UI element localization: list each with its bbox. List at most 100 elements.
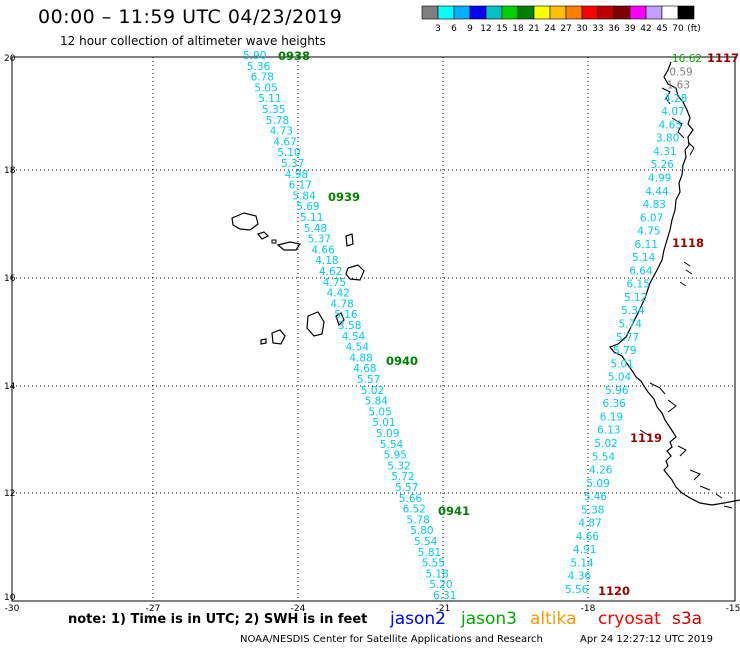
swh-value: 4.75 [323,277,346,289]
pass-time-label: 1120 [598,584,630,598]
swh-value: 5.14 [570,557,594,569]
swh-value: 6.78 [251,72,274,84]
island-boa-vista [345,264,365,281]
swh-value: 6.17 [289,180,312,192]
pass-time-label: 0941 [438,504,470,518]
swh-value: 5.05 [368,406,391,418]
swh-value: 5.12 [624,292,647,304]
swh-value: 5.46 [584,491,608,503]
swh-value: 5.38 [581,504,604,516]
swh-value: 5.01 [610,358,633,370]
map-grid [12,57,735,601]
swh-value: 5.54 [414,536,438,548]
map-border [11,56,736,602]
legend-jason2: jason2 [390,609,446,629]
swh-value: 6.64 [629,265,653,277]
swh-value: 1.63 [667,80,690,92]
swh-value: 4.87 [578,518,601,530]
swh-value: 5.02 [361,385,384,397]
lon-tick-label: -24 [291,604,306,614]
track-west-labels: 5.905.366.785.055.115.355.784.734.675.10… [243,49,470,602]
swh-value: 5.90 [243,50,266,62]
swh-value: 5.48 [304,223,327,235]
island-fogo [271,329,286,345]
coastline-inlet [661,87,695,156]
swh-value: 5.77 [616,332,639,344]
swh-value: 6.13 [597,425,620,437]
lat-tick-label: 10 [4,593,16,603]
swh-value: 5.18 [425,568,448,580]
island-santo-antao [231,212,259,231]
swh-value: 4.83 [643,199,666,211]
pass-time-label: 0939 [328,190,360,204]
swh-value: 5.57 [357,374,380,386]
scale-label: 18 [512,24,524,34]
lon-tick-label: -21 [436,604,451,614]
scale-label: 70 [672,24,684,34]
lon-tick-label: -15 [726,604,740,614]
swh-value: 3.80 [656,133,679,145]
scale-label: 6 [451,24,457,34]
swh-value: 4.67 [273,136,296,148]
swh-value: 5.34 [621,305,645,317]
scale-swatch [677,5,695,20]
scale-label: 36 [608,24,620,34]
pass-time-label: 0938 [278,49,310,63]
swh-value: 6.07 [640,212,663,224]
swh-value: 4.31 [653,146,676,158]
swh-value: 5.84 [292,190,316,202]
island-maio [335,312,345,327]
swh-value: 5.78 [266,115,289,127]
swh-value: 4.54 [342,331,366,343]
island-brava [260,338,267,345]
lon-tick-label: -27 [146,604,161,614]
scale-label: 9 [467,24,473,34]
lat-tick-label: 16 [4,274,16,284]
swh-value: 5.56 [565,584,589,596]
lon-tick-label: -30 [5,604,20,614]
swh-value: 6.15 [627,279,650,291]
axis-labels: -30 -27 -24 -21 -18 -15 20 18 16 14 12 10 [4,54,740,614]
swh-value: 4.66 [576,531,600,543]
swh-value: 5.01 [372,417,395,429]
lat-tick-label: 14 [4,382,16,392]
swh-value: 5.81 [418,547,441,559]
scale-label: 27 [560,24,571,34]
swh-value: 4.99 [648,172,671,184]
swh-value: 6.11 [635,239,658,251]
swh-value: 4.26 [589,465,613,477]
island-santiago [306,311,325,337]
page-title: 00:00 – 11:59 UTC 04/23/2019 [38,6,343,28]
swh-value: 5.96 [605,385,629,397]
swh-value: 5.55 [422,558,445,570]
lat-tick-label: 12 [4,489,15,499]
swh-value: 5.10 [277,147,300,159]
map-frame [11,56,736,602]
swh-value: 6.19 [600,411,623,423]
swh-value: 5.54 [592,451,616,463]
land-outlines [231,61,740,509]
swh-value: 5.36 [247,61,271,73]
swh-value: 5.79 [613,345,636,357]
lat-tick-label: 18 [4,166,16,176]
swh-value: 4.54 [346,342,370,354]
swh-value: 5.66 [399,493,423,505]
scale-label: 30 [576,24,588,34]
pass-time-label: 1117 [707,51,739,65]
coastline-south-islands [639,382,733,509]
swh-value: 5.02 [594,438,617,450]
coastline-river-mouths [679,261,693,287]
swh-value: 5.11 [300,212,323,224]
scale-label: 42 [640,24,651,34]
island-sao-vicente [256,231,270,240]
pass-time-label: 1118 [672,236,704,250]
legend-jason3: jason3 [461,609,517,629]
swh-value: 5.05 [254,82,277,94]
island-santa-luzia [271,239,277,244]
swh-value: 5.09 [376,428,399,440]
swh-value: 4.68 [353,363,376,375]
swh-value: 5.04 [608,372,632,384]
scale-label: 3 [435,24,441,34]
island-sao-nicolau [276,241,301,251]
